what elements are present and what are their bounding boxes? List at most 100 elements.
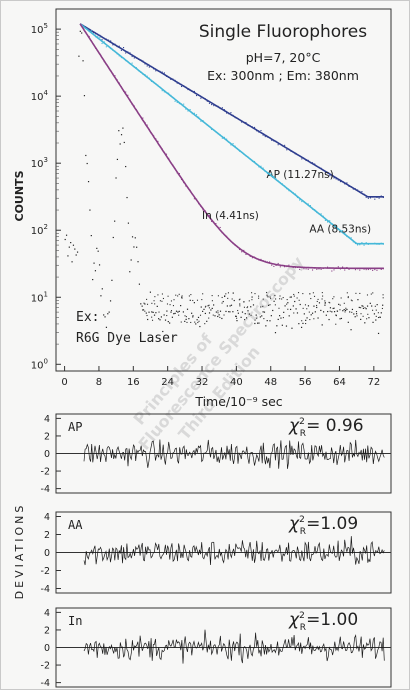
decay-point-AA: [180, 103, 183, 105]
decay-point-In: [378, 267, 380, 269]
lamp-point: [280, 317, 282, 319]
lamp-point: [94, 270, 97, 272]
lamp-point: [281, 298, 283, 300]
chi-square-label: χ2 R=1.09: [288, 514, 358, 537]
decay-point-AA: [350, 237, 352, 239]
lamp-point: [175, 294, 177, 296]
decay-point-AA: [374, 242, 376, 244]
lamp-point: [287, 308, 289, 310]
decay-point-In: [271, 264, 273, 266]
lamp-point: [275, 298, 277, 300]
lamp-point: [360, 318, 362, 321]
lamp-point: [282, 297, 284, 299]
decay-point-AP: [176, 82, 178, 84]
decay-point-AP: [354, 188, 357, 190]
lamp-point: [251, 292, 253, 294]
lamp-point: [257, 322, 259, 324]
decay-point-AA: [359, 244, 361, 246]
decay-point-AP: [165, 75, 168, 77]
lamp-point: [295, 308, 297, 310]
lamp-point: [285, 325, 288, 327]
lamp-point: [265, 325, 267, 327]
decay-point-AP: [294, 153, 296, 155]
lamp-point: [256, 317, 258, 319]
decay-plot: 100 101 102 103 104 105 0 8 16 24 32 40 48 56 64 72 AP…: [13, 8, 392, 409]
decay-point-AP: [284, 144, 286, 146]
lamp-point: [87, 181, 90, 183]
lamp-point: [172, 305, 175, 307]
decay-point-AP: [129, 52, 131, 54]
lamp-point: [339, 309, 341, 311]
decay-point-AP: [369, 197, 372, 199]
decay-point-In: [335, 267, 337, 269]
lamp-point: [67, 255, 69, 257]
decay-point-In: [296, 266, 299, 269]
decay-point-In: [116, 79, 118, 81]
lamp-point: [83, 95, 86, 97]
decay-point-AP: [279, 143, 281, 145]
decay-point-AA: [116, 53, 118, 55]
lamp-point: [273, 300, 275, 302]
decay-point-AP: [352, 188, 354, 190]
decay-point-AP: [193, 90, 195, 92]
decay-point-AA: [159, 86, 161, 89]
decay-point-AP: [95, 33, 97, 35]
lamp-point: [293, 295, 295, 297]
lamp-point: [178, 293, 180, 295]
lamp-point: [239, 298, 241, 300]
lamp-point: [146, 303, 149, 305]
decay-point-AP: [243, 121, 245, 124]
lamp-point: [351, 311, 353, 313]
excitation-label: Ex:: [76, 310, 99, 325]
decay-point-AP: [219, 107, 221, 109]
decay-point-In: [320, 268, 322, 270]
lamp-point: [293, 312, 295, 314]
lamp-point: [286, 299, 288, 301]
lamp-point: [340, 317, 343, 320]
lamp-point: [192, 315, 194, 317]
decay-point-AP: [316, 165, 318, 167]
decay-point-In: [251, 257, 253, 259]
lamp-point: [296, 297, 298, 299]
lamp-point: [262, 305, 264, 307]
residual-tick-label: 0: [44, 449, 50, 460]
x-tick-label: 24: [161, 377, 174, 388]
decay-point-AA: [327, 221, 329, 223]
lamp-point: [68, 246, 70, 248]
decay-point-AP: [322, 169, 324, 171]
decay-point-AA: [352, 241, 354, 243]
lamp-point: [251, 296, 253, 298]
decay-point-AA: [196, 114, 198, 116]
lamp-point: [173, 313, 175, 315]
decay-point-AP: [305, 159, 307, 162]
lamp-point: [277, 318, 279, 321]
lamp-point: [366, 318, 368, 320]
decay-point-In: [191, 193, 193, 195]
lamp-point: [239, 305, 241, 307]
decay-point-AA: [292, 192, 294, 194]
lamp-point: [291, 327, 293, 329]
lamp-point: [309, 319, 311, 321]
lamp-point: [288, 315, 290, 317]
decay-point-AP: [105, 38, 107, 40]
laser-label: R6G Dye Laser: [76, 331, 178, 346]
decay-point-AP: [290, 150, 292, 152]
decay-point-AA: [142, 73, 144, 75]
lamp-point: [329, 310, 331, 312]
lamp-point: [278, 315, 281, 317]
decay-point-AA: [213, 129, 215, 131]
lamp-point: [261, 315, 263, 317]
decay-point-In: [193, 198, 195, 200]
lamp-point: [151, 311, 153, 313]
decay-point-AP: [217, 105, 219, 107]
lamp-point: [160, 316, 162, 318]
lamp-point: [350, 329, 352, 331]
decay-point-AP: [187, 89, 189, 91]
lamp-point: [246, 307, 248, 309]
decay-point-AP: [234, 117, 236, 119]
decay-point-AA: [266, 172, 268, 175]
decay-point-AP: [163, 72, 165, 74]
decay-point-In: [301, 266, 303, 268]
lamp-point: [351, 308, 354, 311]
